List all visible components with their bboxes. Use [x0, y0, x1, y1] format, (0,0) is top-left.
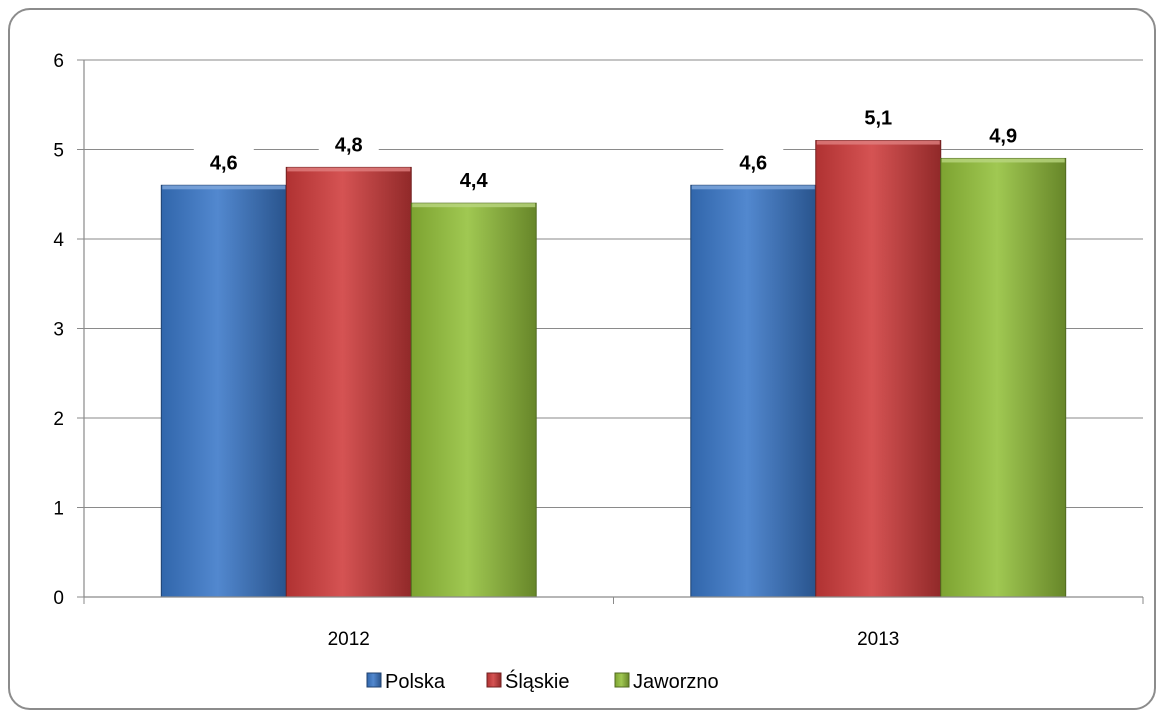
legend-label: Polska: [385, 671, 446, 693]
y-tick-label: 6: [53, 51, 64, 72]
x-category-label: 2012: [328, 629, 370, 650]
legend-swatch-polska: [366, 672, 382, 688]
legend-label: Śląskie: [505, 669, 569, 693]
bar-top-highlight: [941, 158, 1065, 163]
bar-top-highlight: [162, 185, 286, 190]
bar-polska-2013: [690, 184, 817, 598]
bar-top-highlight: [691, 185, 815, 190]
legend-swatch-śląskie: [486, 672, 502, 688]
y-tick-label: 5: [53, 141, 64, 162]
data-label: 4,4: [460, 170, 489, 192]
data-label-bg: [443, 166, 504, 194]
x-category-label: 2013: [857, 629, 899, 650]
bar-polska-2012: [160, 184, 287, 598]
bar-śląskie-2012: [285, 166, 412, 598]
data-label-bg: [318, 130, 379, 158]
y-tick-label: 2: [53, 409, 64, 430]
bar-jaworzno-2012: [410, 202, 537, 598]
y-tick-label: 0: [53, 588, 64, 609]
y-tick-label: 1: [53, 499, 64, 520]
y-tick-label: 3: [53, 320, 64, 341]
data-label-bg: [973, 121, 1034, 149]
bar-top-highlight: [287, 167, 411, 172]
bar-top-highlight: [816, 140, 940, 145]
data-label: 4,9: [989, 125, 1017, 147]
data-label: 4,6: [210, 152, 238, 174]
data-label: 5,1: [864, 108, 892, 130]
data-label-bg: [848, 103, 909, 131]
data-label-bg: [723, 148, 784, 176]
legend-swatch-jaworzno: [614, 672, 630, 688]
legend-label: Jaworzno: [633, 671, 719, 693]
bar-jaworzno-2013: [940, 157, 1067, 598]
data-label: 4,6: [739, 152, 767, 174]
bar-śląskie-2013: [815, 140, 942, 598]
bar-top-highlight: [412, 203, 536, 208]
data-label-bg: [193, 148, 254, 176]
y-tick-label: 4: [53, 230, 64, 251]
data-label: 4,8: [335, 134, 363, 156]
